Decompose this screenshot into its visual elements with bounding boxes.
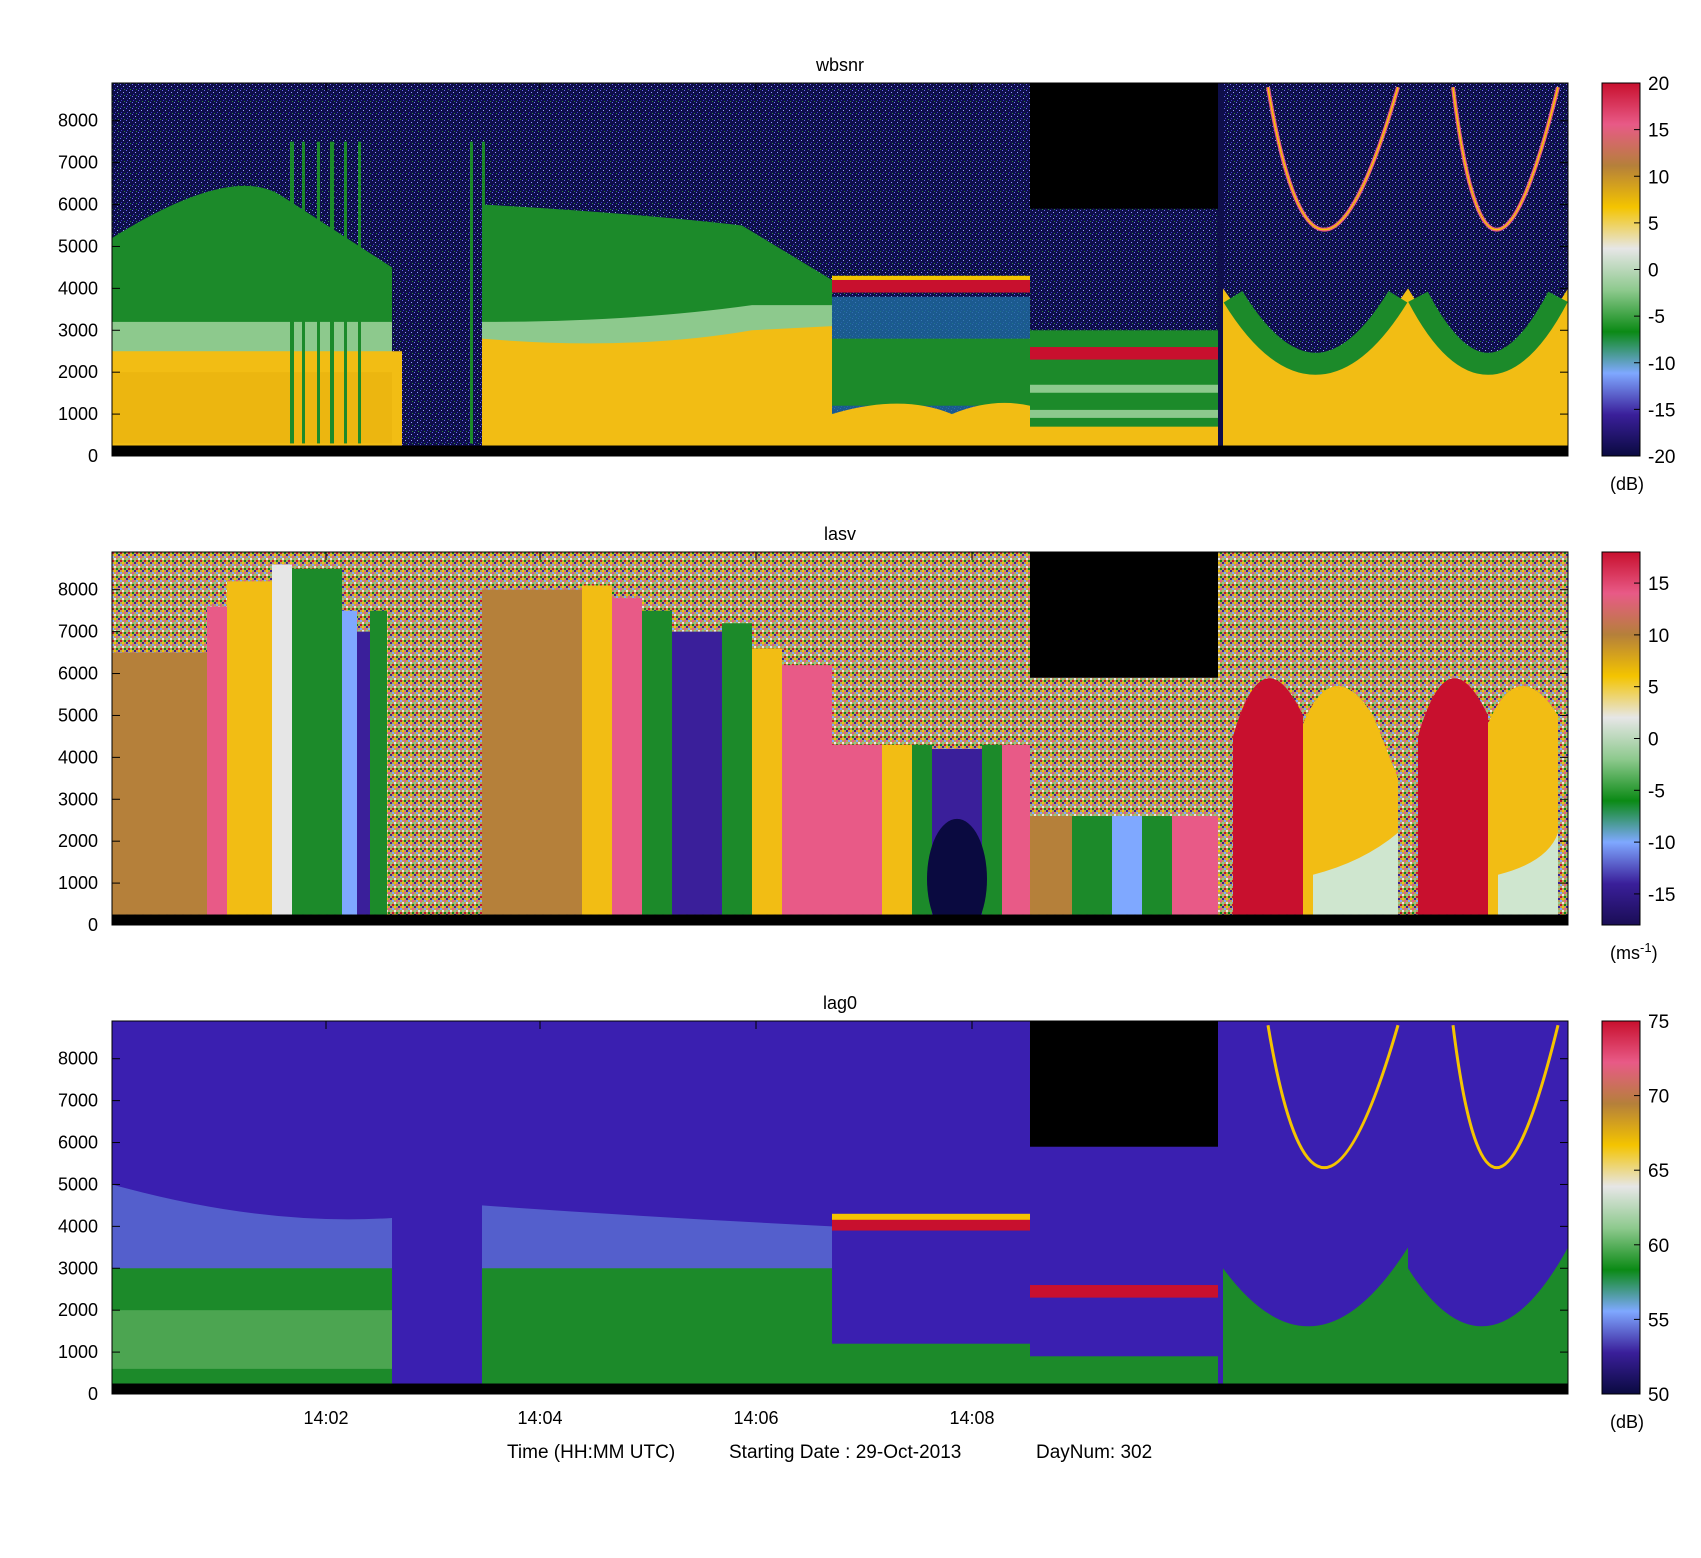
colorbar-tick-label: 15 (1648, 121, 1669, 142)
y-tick-label: 0 (88, 915, 98, 935)
colorbar-tick-label: 5 (1648, 678, 1659, 699)
y-tick-label: 5000 (58, 705, 98, 725)
cloud-layer (832, 279, 1030, 293)
y-tick-label: 6000 (58, 1133, 98, 1153)
missing-data (1030, 552, 1218, 678)
colorbar-tick-label: 10 (1648, 167, 1669, 188)
colorbar-tick-label: 5 (1648, 214, 1659, 235)
missing-low-gates (112, 445, 1568, 456)
heatmap-field (112, 83, 1568, 456)
colorbar-unit: (ms-1) (1610, 940, 1658, 963)
colorbar-tick-label: -10 (1648, 354, 1675, 375)
colorbar-tick-label: -5 (1648, 307, 1665, 328)
colorbar-tick-label: 55 (1648, 1310, 1669, 1331)
colorbar-tick-label: 0 (1648, 730, 1659, 751)
axes-frame (111, 1020, 1569, 1395)
x-tick-label: 14:06 (733, 1408, 778, 1428)
y-tick-label: 7000 (58, 622, 98, 642)
colorbar-tick-label: -15 (1648, 400, 1675, 421)
missing-low-gates (112, 1383, 1568, 1394)
colorbar-ramp (1601, 82, 1641, 457)
colorbar: 20 15 10 5 0 -5 -10 -15 -20(dB) (1601, 74, 1675, 494)
missing-low-gates (112, 914, 1568, 925)
colorbar-ramp (1601, 1020, 1641, 1395)
y-tick-label: 8000 (58, 111, 98, 131)
colorbar-tick-label: 70 (1648, 1087, 1669, 1108)
colorbar-ramp (1601, 551, 1641, 926)
footer-time-label: Time (HH:MM UTC) (507, 1442, 675, 1463)
cloud-layer (1030, 347, 1218, 360)
colorbar-tick-label: 60 (1648, 1236, 1669, 1257)
figure-footer: Time (HH:MM UTC) Starting Date : 29-Oct-… (507, 1442, 1152, 1463)
y-tick-label: 5000 (58, 1174, 98, 1194)
y-tick-label: 2000 (58, 831, 98, 851)
x-tick-label: 14:02 (303, 1408, 348, 1428)
y-tick-label: 3000 (58, 1258, 98, 1278)
colorbar-unit: (dB) (1610, 1412, 1644, 1432)
missing-data (1030, 1021, 1218, 1147)
heatmap-field (112, 1021, 1568, 1394)
panel-title: lag0 (823, 993, 857, 1013)
panel-wbsnr: wbsnr 0 1000 2000 3000 4000 5000 6000 7000 8000 20… (58, 55, 1676, 494)
heatmap-field (112, 552, 1568, 925)
colorbar-tick-label: 15 (1648, 574, 1669, 595)
y-tick-label: 2000 (58, 1300, 98, 1320)
y-tick-label: 8000 (58, 580, 98, 600)
y-tick-label: 1000 (58, 404, 98, 424)
panel-title: lasv (824, 524, 856, 544)
axes-frame (111, 82, 1569, 457)
y-tick-label: 4000 (58, 278, 98, 298)
colorbar-tick-label: -5 (1648, 781, 1665, 802)
colorbar: 75 70 65 60 55 50(dB) (1601, 1012, 1669, 1432)
colorbar-tick-label: -10 (1648, 833, 1675, 854)
y-tick-label: 6000 (58, 664, 98, 684)
colorbar-unit: (dB) (1610, 474, 1644, 494)
colorbar-tick-label: 0 (1648, 261, 1659, 282)
y-tick-label: 1000 (58, 873, 98, 893)
footer-daynum-label: DayNum: 302 (1036, 1442, 1152, 1463)
x-tick-label: 14:04 (517, 1408, 562, 1428)
axes-frame (111, 551, 1569, 926)
y-tick-label: 5000 (58, 236, 98, 256)
y-tick-label: 1000 (58, 1342, 98, 1362)
y-tick-label: 0 (88, 446, 98, 466)
panel-title: wbsnr (815, 55, 864, 75)
colorbar: 15 10 5 0 -5 -10 -15 (ms-1) (1601, 551, 1675, 963)
colorbar-tick-label: 65 (1648, 1161, 1669, 1182)
colorbar-tick-label: 20 (1648, 74, 1669, 95)
y-tick-label: 4000 (58, 747, 98, 767)
y-tick-label: 8000 (58, 1049, 98, 1069)
y-tick-label: 3000 (58, 320, 98, 340)
y-tick-label: 0 (88, 1384, 98, 1404)
missing-data (1030, 83, 1218, 209)
colorbar-tick-label: -20 (1648, 447, 1675, 468)
y-tick-label: 3000 (58, 789, 98, 809)
x-tick-label: 14:08 (949, 1408, 994, 1428)
panel-lag0: lag0 0 1000 2000 3000 4000 5000 6000 7000 8000 14:… (58, 993, 1669, 1432)
colorbar-tick-label: 50 (1648, 1385, 1669, 1406)
y-tick-label: 7000 (58, 153, 98, 173)
y-tick-label: 7000 (58, 1091, 98, 1111)
y-tick-label: 4000 (58, 1216, 98, 1236)
y-tick-label: 2000 (58, 362, 98, 382)
y-tick-label: 6000 (58, 195, 98, 215)
colorbar-tick-label: 10 (1648, 626, 1669, 647)
colorbar-tick-label: 75 (1648, 1012, 1669, 1033)
colorbar-tick-label: -15 (1648, 885, 1675, 906)
footer-date-label: Starting Date : 29-Oct-2013 (729, 1442, 961, 1463)
